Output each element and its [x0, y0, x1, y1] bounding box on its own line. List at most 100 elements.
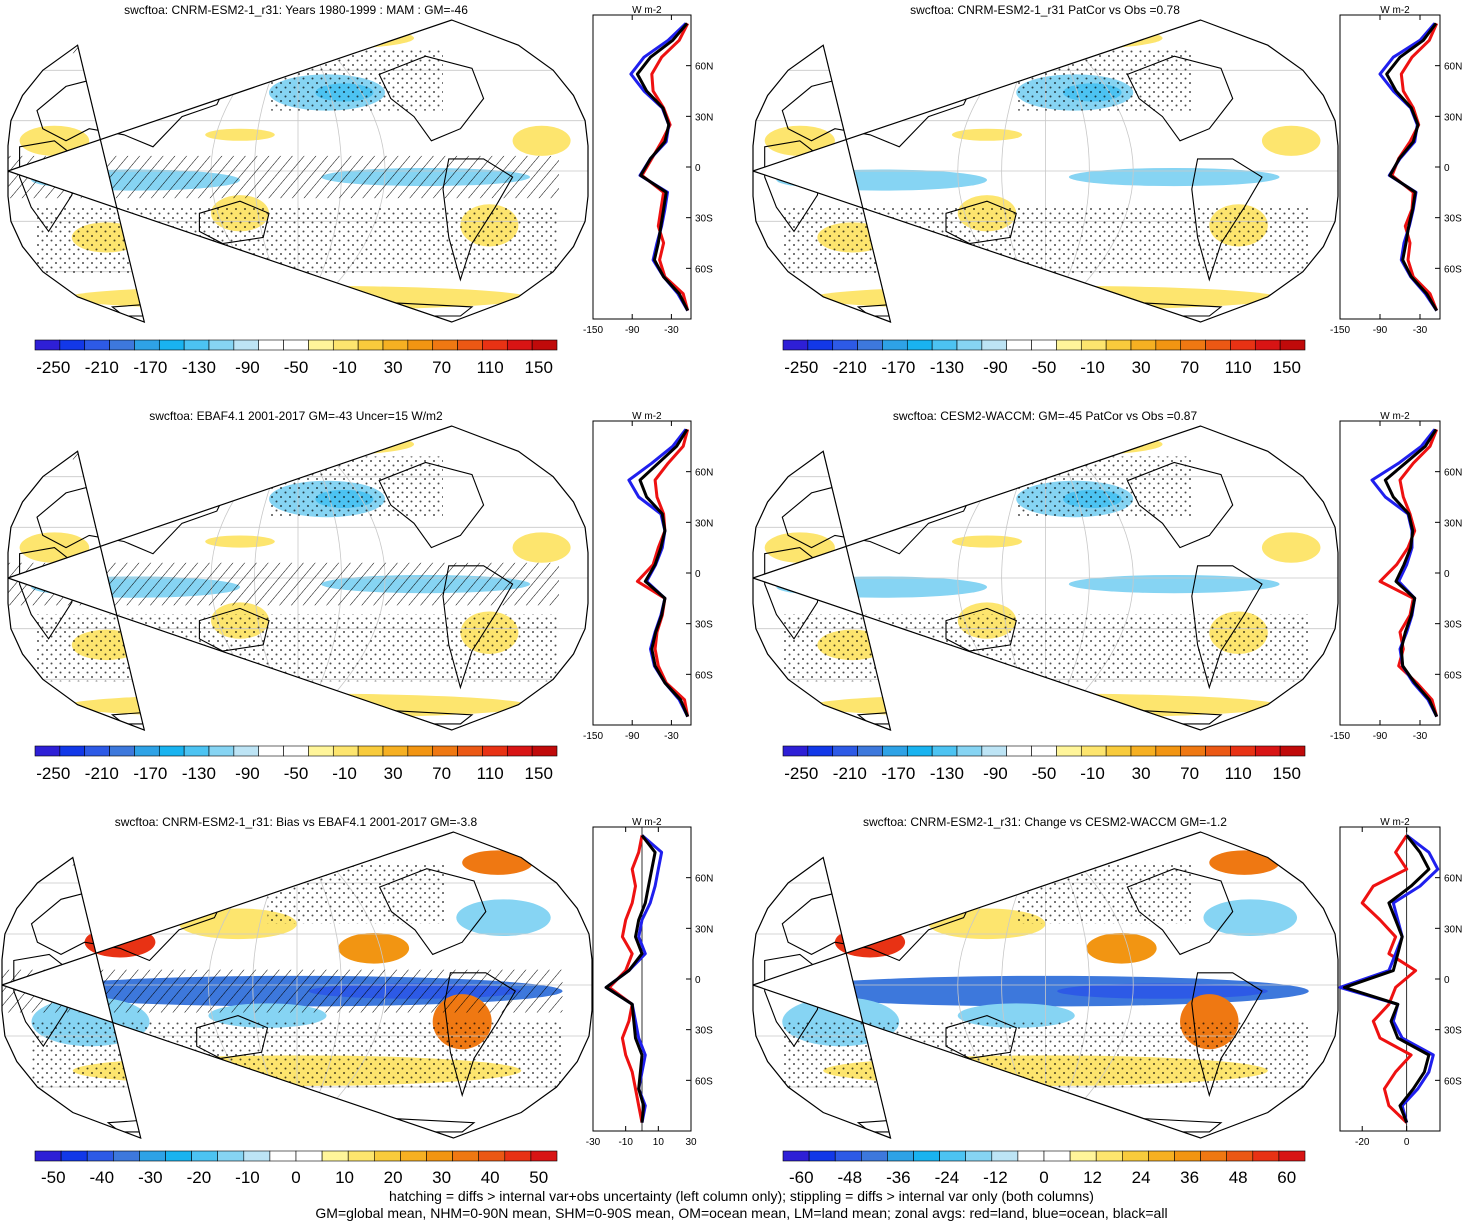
colorbar-box	[183, 745, 210, 757]
red-zonal-line	[640, 22, 690, 311]
colorbar-box	[1095, 1150, 1123, 1162]
colorbar-box	[991, 1150, 1019, 1162]
map-field	[753, 832, 1338, 1138]
x-tick-label: -90	[1373, 325, 1388, 336]
field-region	[456, 899, 551, 937]
colorbar-box	[382, 339, 409, 351]
colorbar-labels: -250 -210 -170 -130 -90 -50 -10 30 70 110 150	[36, 358, 553, 377]
units-label: W m-2	[632, 817, 662, 828]
field-region	[1068, 167, 1280, 187]
colorbar-box	[208, 339, 235, 351]
colorbar-box	[113, 1150, 140, 1162]
y-tick-label: 60N	[695, 874, 713, 885]
colorbar-box	[332, 745, 359, 757]
colorbar-label: -250	[36, 764, 70, 783]
colorbar-label: -10	[1080, 358, 1105, 377]
colorbar-box	[158, 745, 185, 757]
y-tick-label: 60N	[1444, 874, 1462, 885]
colorbar-box	[139, 1150, 166, 1162]
colorbar-label: -250	[36, 358, 70, 377]
colorbar-label: 150	[1273, 764, 1301, 783]
stippling-overlay	[1016, 456, 1192, 518]
colorbar-box	[347, 1150, 375, 1162]
colorbar-box	[165, 1150, 192, 1162]
y-tick-label: 30N	[1444, 112, 1462, 123]
y-tick-label: 30N	[695, 924, 713, 935]
colorbar-label: -170	[133, 764, 167, 783]
robinson-map	[752, 831, 1339, 1139]
y-tick-label: 30S	[1444, 1026, 1462, 1037]
footer-note-2: GM=global mean, NHM=0-90N mean, SHM=0-90…	[315, 1205, 1168, 1221]
colorbar-box	[1252, 1150, 1280, 1162]
x-tick-label: -10	[618, 1137, 633, 1148]
red-zonal-line	[635, 429, 690, 717]
y-tick-label: 60N	[695, 468, 713, 479]
colorbar-box	[1230, 745, 1256, 757]
y-tick-label: 30N	[1444, 518, 1462, 529]
stippling-overlay	[782, 614, 1309, 682]
red-zonal-line	[607, 835, 644, 1123]
colorbar-box	[84, 745, 110, 757]
colorbar-label: 70	[432, 358, 451, 377]
x-tick-label: -150	[583, 731, 603, 742]
x-tick-label: 0	[1404, 1137, 1410, 1148]
colorbar-box	[1031, 745, 1057, 757]
map-border	[752, 19, 1339, 323]
colorbar-box	[1205, 339, 1231, 351]
colorbar-label: 40	[481, 1168, 500, 1187]
colorbar-box	[283, 745, 309, 757]
colorbar-box	[332, 339, 359, 351]
colorbar-box	[382, 745, 409, 757]
footer-note-1: hatching = diffs > internal var+obs unce…	[389, 1188, 1094, 1204]
colorbar-label: -130	[182, 358, 216, 377]
colorbar-label: 30	[384, 358, 403, 377]
colorbar-box	[478, 1150, 506, 1162]
panel-ref-model: swcftoa: CESM2-WACCM: GM=-45 PatCor vs O…	[752, 409, 1462, 783]
colorbar-box	[906, 745, 933, 757]
field-region	[338, 932, 410, 964]
map-border	[7, 19, 589, 323]
y-tick-label: 60S	[1444, 1076, 1462, 1087]
panel-title: swcftoa: CNRM-ESM2-1_r31 PatCor vs Obs =…	[910, 3, 1180, 17]
colorbar-box	[1031, 339, 1057, 351]
colorbar-label: -130	[182, 764, 216, 783]
robinson-map	[752, 425, 1339, 731]
colorbar-label: -30	[138, 1168, 163, 1187]
hatching-overlay	[66, 29, 356, 54]
colorbar-box	[1174, 1150, 1201, 1162]
y-tick-label: 0	[1444, 975, 1450, 986]
colorbar-box	[860, 1150, 888, 1162]
units-label: W m-2	[1380, 5, 1410, 16]
colorbar-label: 0	[291, 1168, 300, 1187]
colorbar-box	[1080, 745, 1107, 757]
field-region	[840, 862, 1017, 888]
black-zonal-line	[638, 428, 690, 718]
colorbar-box	[1278, 1150, 1306, 1162]
black-zonal-line	[1383, 428, 1439, 718]
colorbar-box	[1056, 339, 1082, 351]
red-zonal-line	[1378, 428, 1439, 718]
colorbar-label: 12	[1083, 1168, 1102, 1187]
colorbar	[782, 1150, 1306, 1162]
colorbar-label: -40	[90, 1168, 115, 1187]
colorbar-box	[432, 339, 458, 351]
map-field	[8, 426, 588, 730]
y-tick-label: 60S	[1444, 264, 1462, 275]
colorbar-box	[373, 1150, 401, 1162]
colorbar-label: 30	[1132, 764, 1151, 783]
colorbar-box	[506, 745, 533, 757]
colorbar-box	[1254, 745, 1281, 757]
colorbar-label: -130	[930, 358, 964, 377]
field-region	[512, 125, 571, 156]
colorbar-label: -60	[789, 1168, 814, 1187]
robinson-map	[7, 425, 589, 731]
y-tick-label: 30S	[695, 620, 713, 631]
colorbar-label: -10	[1080, 764, 1105, 783]
colorbar-box	[482, 745, 508, 757]
colorbar-label: 150	[525, 764, 553, 783]
colorbar-box	[530, 1150, 558, 1162]
colorbar-label: 60	[1277, 1168, 1296, 1187]
panel-bias: swcftoa: CNRM-ESM2-1_r31: Bias vs EBAF4.…	[1, 815, 713, 1187]
red-zonal-line	[1360, 834, 1418, 1124]
colorbar-box	[1180, 339, 1206, 351]
